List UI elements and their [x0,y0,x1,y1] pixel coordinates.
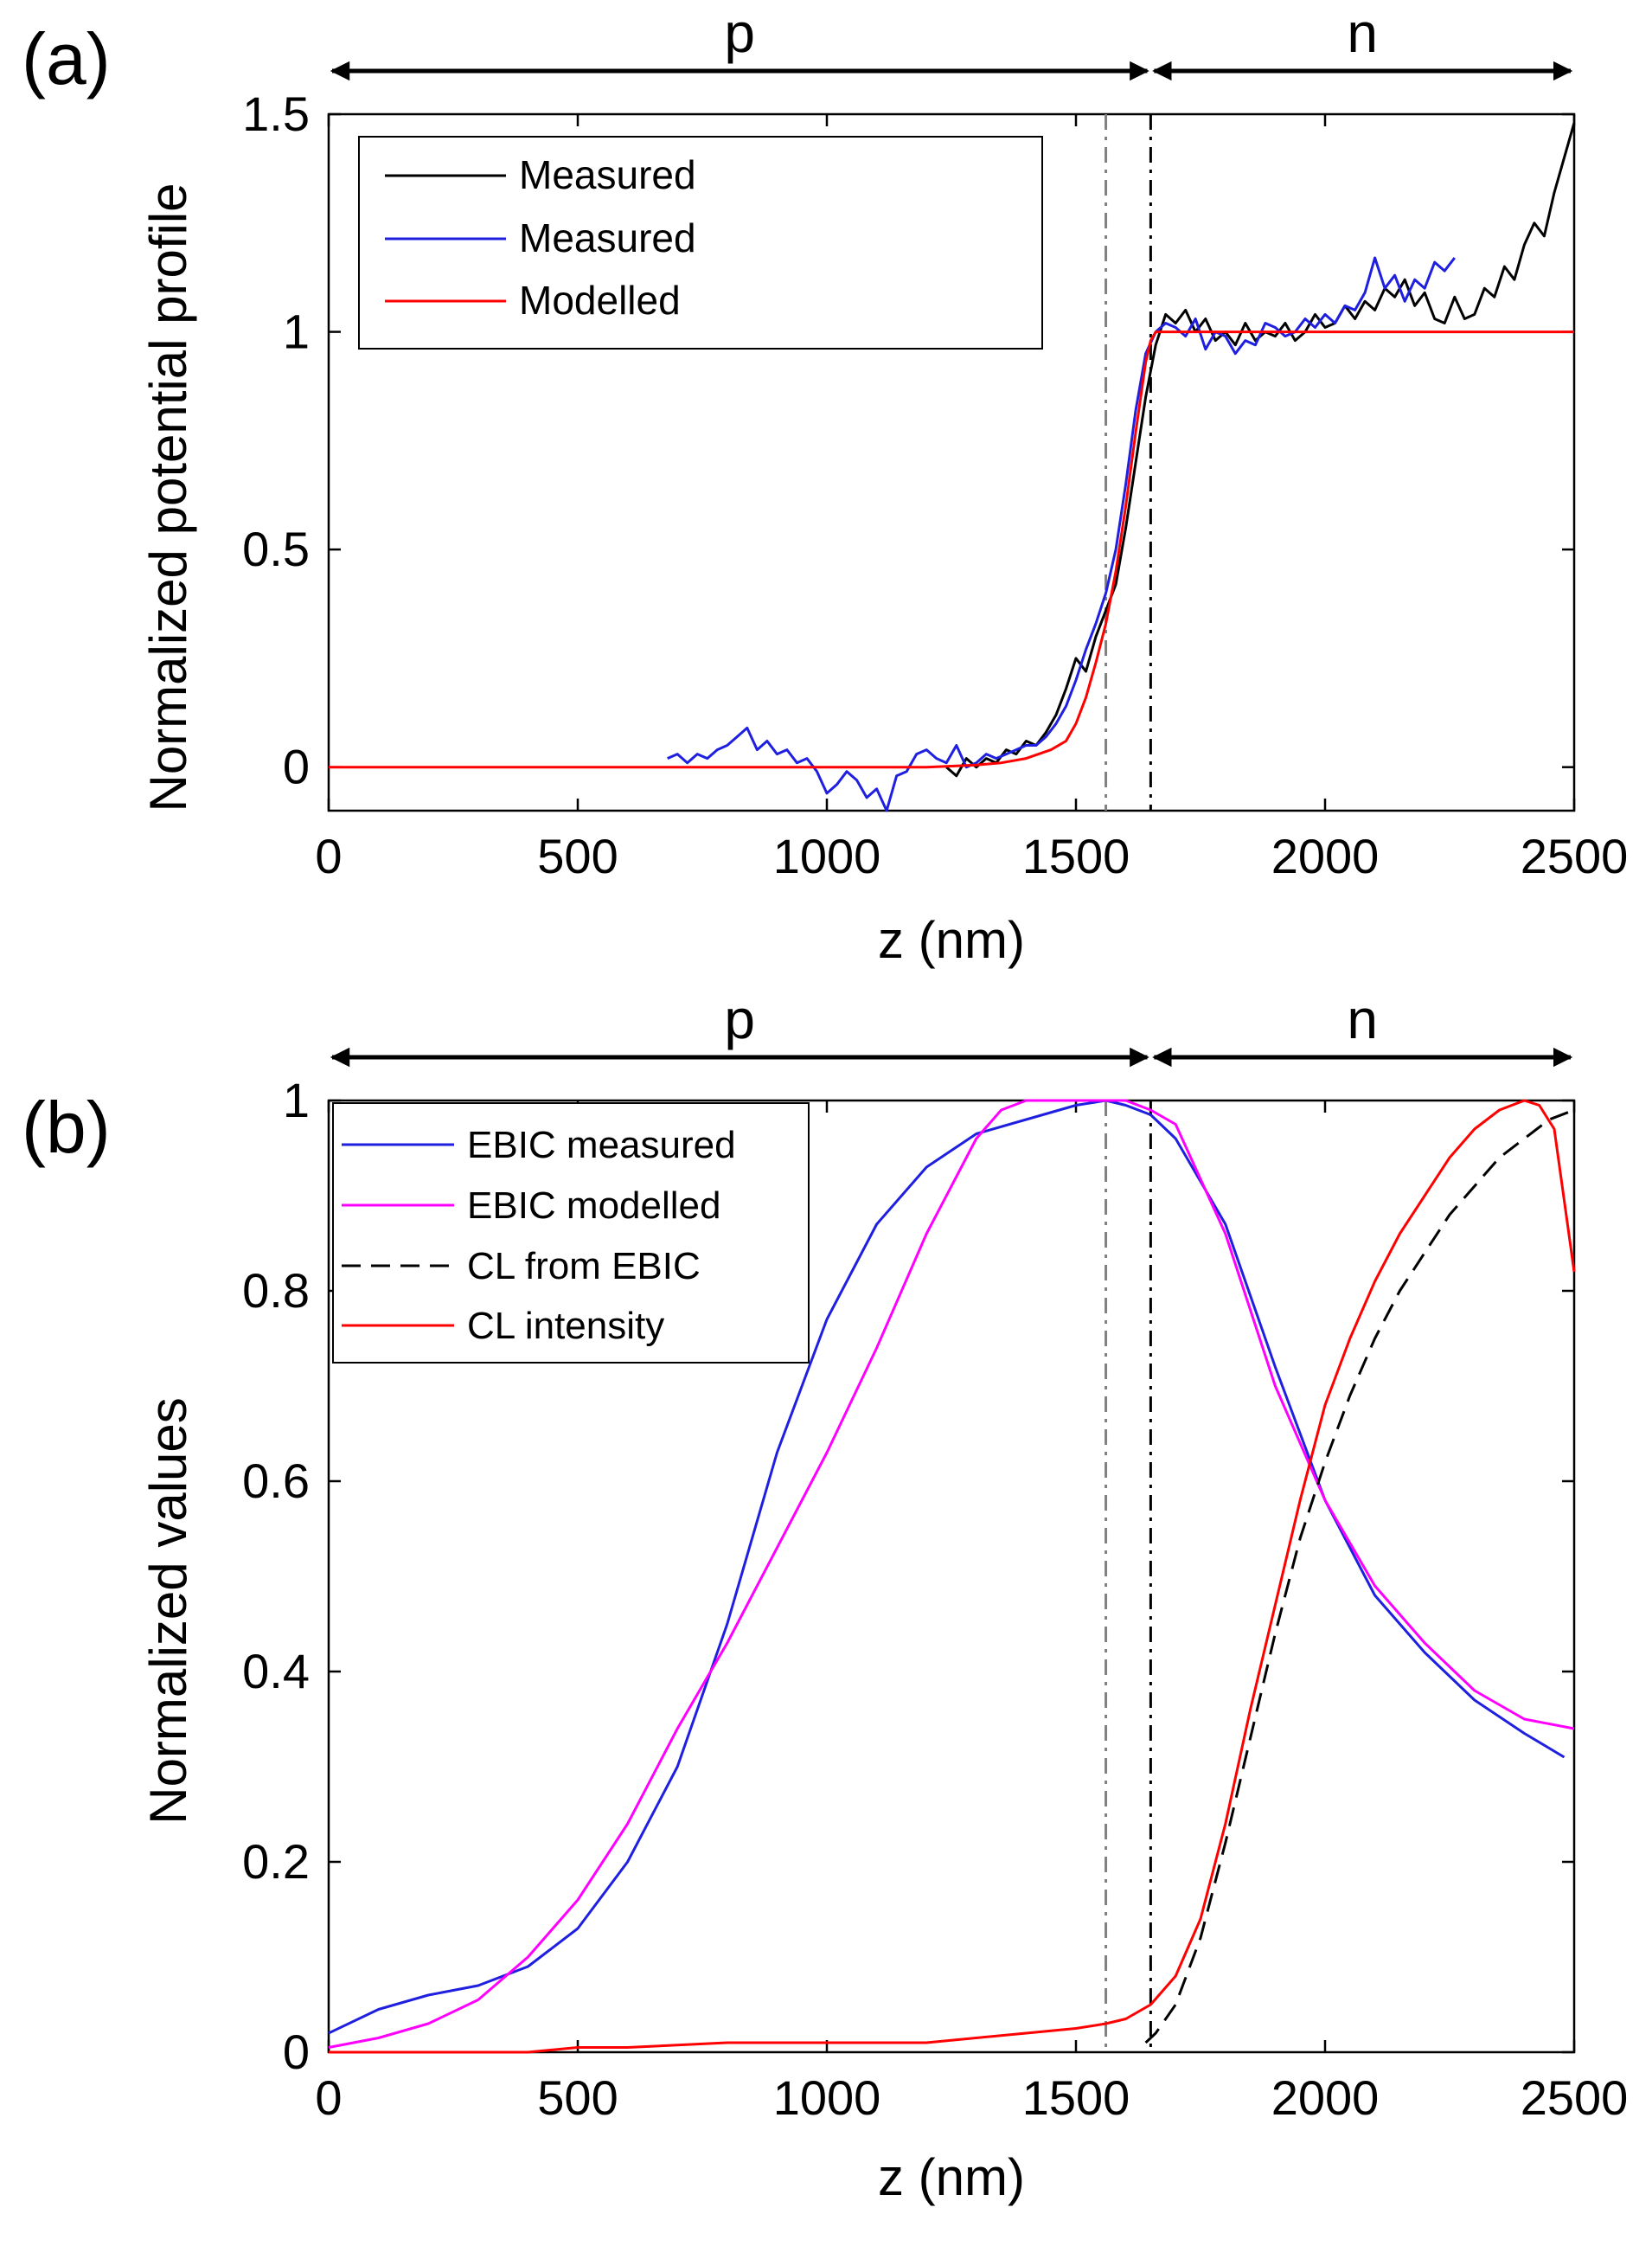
panel-a-ytick-label-3: 1.5 [242,87,310,141]
panel-a-ytick-label-1: 0.5 [242,522,310,576]
panel-a-xtick-label-2: 1000 [773,829,881,883]
panel-b: (b) 0 500 1000 1500 2000 2500 0 0.2 0.4 0.6 0.8 1 p n… [22,988,1628,2206]
panel-a-legend-label-0: Measured [519,152,696,197]
panel-b-xtick-label-5: 2500 [1521,2070,1629,2125]
panel-b-region-label-0: p [724,988,755,1050]
panel-a-xtick-label-3: 1500 [1022,829,1130,883]
panel-b-xlabel: z (nm) [878,2148,1025,2206]
panel-a-axes-box [327,112,1576,812]
panel-b-legend: EBIC measured EBIC modelled CL from EBIC… [332,1102,810,1364]
panel-b-legend-label-3: CL intensity [467,1305,664,1347]
panel-b-ytick-label-1: 0.2 [242,1834,310,1889]
panel-a-xtick-label-4: 2000 [1271,829,1380,883]
panel-b-ytick-label-0: 0 [283,2025,310,2079]
panel-b-ytick-label-2: 0.4 [242,1644,310,1698]
panel-b-xtick-label-1: 500 [537,2070,618,2125]
panel-a-ytick-label-0: 0 [283,740,310,794]
panel-a-xtick-label-0: 0 [315,829,342,883]
panel-a-label: (a) [22,18,111,99]
panel-b-series-0-line [328,1099,1566,2035]
panel-b-ytick-label-3: 0.6 [242,1453,310,1508]
panel-a-region-label-0: p [724,2,755,64]
panel-a-ytick-label-2: 1 [283,305,310,359]
panel-b-ylabel: Normalized values [139,1397,197,1825]
panel-b-xtick-label-3: 1500 [1022,2070,1130,2125]
panel-a-legend-label-2: Modelled [519,278,681,323]
panel-b-series-3-line [329,1099,1576,2054]
panel-b-xtick-label-4: 2000 [1271,2070,1380,2125]
panel-b-xtick-label-2: 1000 [773,2070,881,2125]
panel-a-xtick-label-1: 500 [537,829,618,883]
panel-a-region-label-1: n [1347,2,1378,64]
panel-a-legend: Measured Measured Modelled [358,136,1043,350]
panel-a-xtick-label-5: 2500 [1521,829,1629,883]
panel-b-xtick-label-0: 0 [315,2070,342,2125]
panel-b-ytick-label-4: 0.8 [242,1263,310,1318]
panel-a-plot: 0 500 1000 1500 2000 2500 0 0.5 1 1.5 p n [242,2,1628,883]
panel-a-legend-label-1: Measured [519,215,696,260]
panel-a-legend-box [358,136,1043,350]
panel-b-legend-label-2: CL from EBIC [467,1245,701,1287]
panel-a-xlabel: z (nm) [878,911,1025,969]
panel-b-legend-label-1: EBIC modelled [467,1184,720,1227]
panel-b-plot: 0 500 1000 1500 2000 2500 0 0.2 0.4 0.6 0.8 1 p n [242,988,1628,2125]
panel-b-series-1-line [328,1099,1575,2049]
panel-a: (a) 0 500 1000 1500 2000 2500 0 0.5 1 1.5 p n z (nm… [22,2,1628,969]
panel-a-series-1-line [667,256,1456,812]
panel-b-label: (b) [22,1087,111,1168]
panel-b-legend-box [332,1102,810,1364]
panel-a-ylabel: Normalized potential profile [139,183,197,812]
panel-b-axes-box [327,1099,1576,2054]
panel-b-legend-label-0: EBIC measured [467,1124,736,1166]
panel-b-region-label-1: n [1347,988,1378,1050]
panel-b-series-2-line [1144,1108,1575,2044]
panel-b-ytick-label-5: 1 [283,1073,310,1127]
panel-a-series-2-line [329,330,1574,769]
